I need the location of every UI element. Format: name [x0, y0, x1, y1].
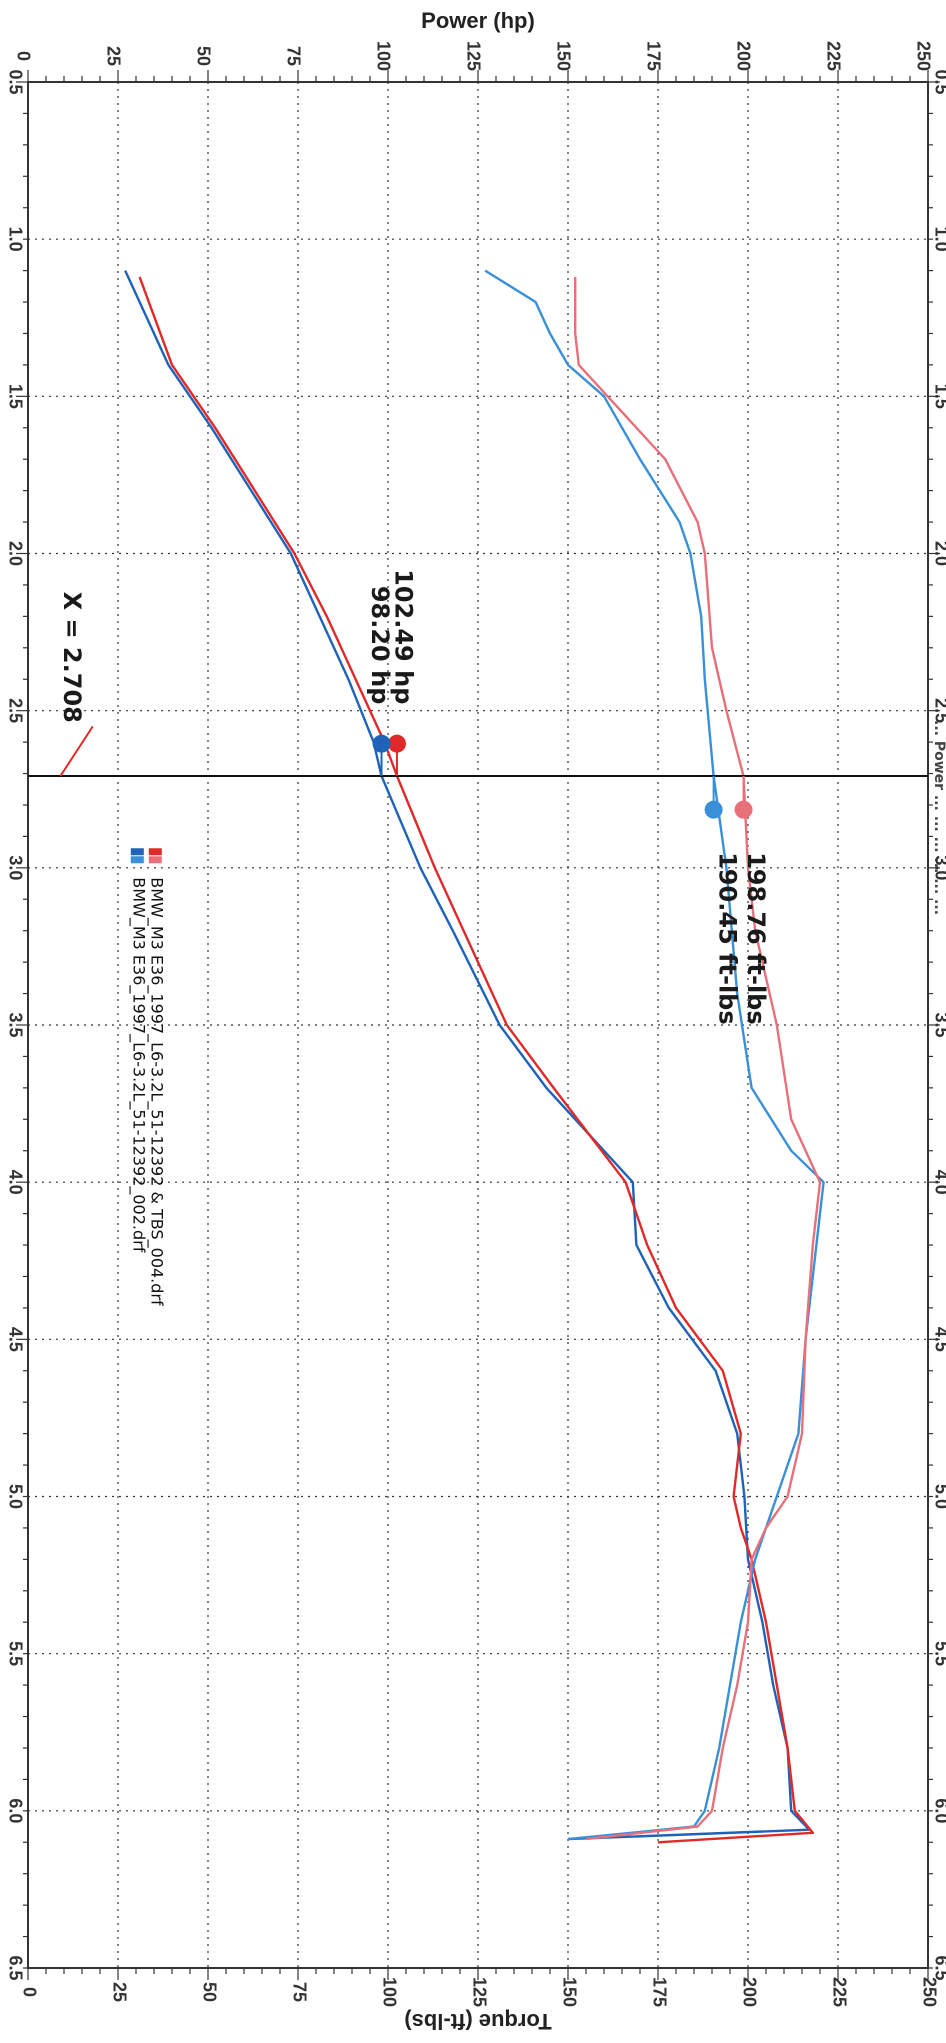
legend-entry-label: BMW_M3 E36_1997_L6-3.2L_51-12392 & TBS_0… [146, 877, 166, 1306]
rpm-tick-label: 2.5 [5, 698, 25, 723]
rpm-tick-label: 6.5 [931, 1955, 946, 1980]
cursor-label: X = 2.708 [58, 592, 86, 723]
rpm-tick-label: 6.5 [5, 1955, 25, 1980]
readout-marker [387, 734, 406, 753]
power-tick-label: 75 [283, 46, 303, 66]
rpm-tick-label: 0.5 [931, 69, 946, 94]
rpm-tick-label: 1.0 [5, 227, 25, 252]
rpm-tick-label: 2.5 [931, 698, 946, 723]
readout-label: 198.76 ft-lbs [742, 852, 770, 1025]
legend-swatch [148, 856, 162, 864]
power-axis-title: Power (hp) [421, 8, 535, 33]
series-layer [124, 269, 825, 1844]
rpm-tick-label: 3.0 [5, 855, 25, 880]
rpm-tick-label: 4.5 [931, 1327, 946, 1352]
legend-swatch [130, 848, 144, 856]
rpm-tick-label: 1.5 [931, 384, 946, 409]
legend-entry-label: BMW_M3 E36_1997_L6-3.2L_51-12392_002.drf [128, 877, 148, 1252]
readout-marker [372, 734, 391, 753]
rpm-tick-label: 4.0 [5, 1170, 25, 1195]
rpm-tick-label: 5.5 [931, 1641, 946, 1666]
legend: BMW_M3 E36_1997_L6-3.2L_51-12392_002.drf… [128, 848, 166, 1306]
rpm-tick-label: 4.0 [931, 1170, 946, 1195]
rpm-tick-label: 1.5 [5, 384, 25, 409]
power-tick-label: 100 [373, 41, 393, 71]
top-tick-marks [16, 70, 929, 1969]
legend-swatch [148, 848, 162, 856]
torque-tick-label: 50 [199, 1982, 219, 2002]
torque-axis-labels: 0 25 50 75 100 125 150 175 200 225 250 [19, 1977, 939, 2007]
rpm-tick-label: 3.5 [931, 1012, 946, 1037]
power-tick-label: 25 [103, 46, 123, 66]
readout-label: 190.45 ft-lbs [713, 852, 741, 1025]
power-tick-label: 225 [823, 41, 843, 71]
header-fragment: ... Power ... ... ... ... ... ... [931, 720, 946, 915]
readout-label: 98.20 hp [366, 586, 394, 705]
rpm-axis-labels-left: 0.5 1.0 1.5 2.0 2.5 3.0 3.5 4.0 4.5 5.0 5.5 6.0 6.5 [5, 69, 25, 1980]
power-tick-label: 0 [13, 51, 33, 61]
rpm-tick-label: 5.0 [5, 1484, 25, 1509]
torque-tick-label: 25 [109, 1982, 129, 2002]
series-line-power-0 [124, 270, 811, 1841]
series-line-torque-2 [484, 269, 825, 1841]
power-tick-label: 175 [643, 41, 663, 71]
readout-marker [734, 800, 753, 819]
power-tick-label: 125 [463, 41, 483, 71]
torque-tick-label: 200 [739, 1977, 759, 2007]
rpm-tick-label: 2.0 [5, 541, 25, 566]
torque-tick-label: 250 [919, 1977, 939, 2007]
torque-tick-label: 225 [829, 1977, 849, 2007]
rpm-tick-label: 4.5 [5, 1327, 25, 1352]
grid-lines [28, 82, 928, 1968]
readout-marker [704, 800, 723, 819]
cursor-layer: X = 2.708 [28, 592, 928, 778]
power-tick-label: 250 [913, 41, 933, 71]
power-tick-label: 50 [193, 46, 213, 66]
torque-tick-label: 125 [469, 1977, 489, 2007]
rpm-tick-label: 0.5 [5, 69, 25, 94]
legend-swatch [130, 856, 144, 864]
readout-label: 102.49 hp [389, 569, 417, 704]
rpm-tick-label: 1.0 [931, 227, 946, 252]
bottom-tick-marks [27, 81, 940, 1980]
rpm-axis-labels-right: 0.5 1.0 1.5 2.0 2.5 3.0 3.5 4.0 4.5 5.0 5.5 6.0 6.5 [931, 69, 946, 1980]
rpm-tick-label: 5.0 [931, 1484, 946, 1509]
torque-tick-label: 0 [19, 1987, 39, 1997]
rpm-tick-label: 6.0 [931, 1798, 946, 1823]
torque-axis-title: Torque (ft-lbs) [404, 2009, 551, 2034]
power-axis-labels: 0 25 50 75 100 125 150 175 200 225 250 [13, 41, 933, 71]
rpm-tick-label: 5.5 [5, 1641, 25, 1666]
rpm-tick-label: 2.0 [931, 541, 946, 566]
torque-tick-label: 75 [289, 1982, 309, 2002]
power-tick-label: 200 [733, 41, 753, 71]
cursor-label-leader [59, 725, 94, 777]
rpm-tick-label: 3.0 [931, 855, 946, 880]
rpm-tick-label: 3.5 [5, 1012, 25, 1037]
rpm-tick-label: 6.0 [5, 1798, 25, 1823]
series-line-torque-3 [574, 276, 822, 1841]
series-line-power-1 [138, 276, 814, 1844]
torque-tick-label: 150 [559, 1977, 579, 2007]
torque-tick-label: 175 [649, 1977, 669, 2007]
torque-tick-label: 100 [379, 1977, 399, 2007]
power-tick-label: 150 [553, 41, 573, 71]
